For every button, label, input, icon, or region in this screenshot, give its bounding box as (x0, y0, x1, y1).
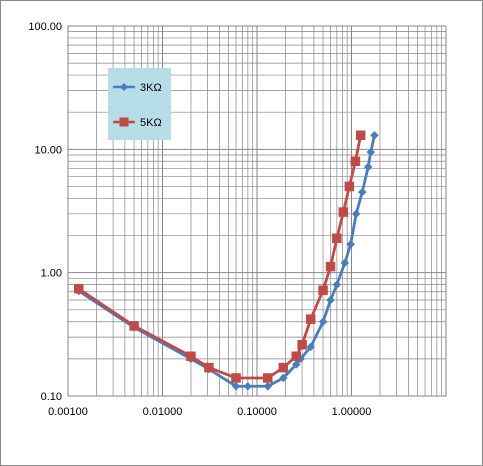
data-point-diamond (326, 295, 335, 305)
legend-item-3k: 3KΩ (113, 82, 162, 94)
data-point-square (291, 351, 301, 362)
data-point-square (278, 362, 289, 373)
y-tick-label: 1.00 (41, 268, 62, 280)
data-point-diamond (306, 342, 316, 352)
data-point-diamond (370, 130, 379, 140)
data-point-diamond (366, 147, 376, 157)
data-point-square (318, 285, 328, 296)
data-point-square (297, 340, 307, 350)
tick-labels: 0.10 1.00 10.00 100.00 0.00100 0.01000 0.10000… (28, 21, 371, 418)
legend-background (108, 68, 171, 140)
data-point-diamond (291, 360, 301, 369)
data-point-square (263, 373, 273, 383)
series-line (78, 134, 376, 388)
data-point-square (332, 233, 342, 244)
data-point-square (344, 181, 355, 192)
data-point-diamond (340, 258, 350, 268)
data-point-diamond (351, 209, 361, 219)
data-point-square (338, 207, 349, 217)
plot-area (67, 25, 447, 397)
series-1 (74, 130, 366, 383)
data-point-square (355, 130, 366, 141)
data-point-square (350, 156, 361, 167)
legend-item-5k: 5KΩ (113, 117, 162, 129)
legend-diamond-marker (120, 83, 128, 91)
data-point-diamond (332, 280, 342, 289)
data-point-square (129, 321, 139, 331)
y-tick-label: 10.00 (34, 144, 62, 156)
data-point-diamond (346, 239, 356, 249)
legend: 3KΩ 5KΩ (108, 68, 171, 140)
data-point-diamond (263, 381, 273, 391)
x-tick-label: 0.10000 (237, 406, 277, 418)
data-point-diamond (357, 187, 367, 197)
x-tick-label: 1.00000 (332, 406, 372, 418)
y-tick-label: 0.10 (41, 391, 62, 403)
series-layer (74, 130, 379, 391)
legend-square-marker (119, 117, 129, 127)
x-tick-label: 0.00100 (48, 406, 88, 418)
data-point-diamond (278, 373, 288, 383)
data-point-square (204, 362, 214, 373)
legend-label-3k: 3KΩ (140, 82, 162, 94)
data-point-square (325, 261, 336, 272)
data-point-diamond (243, 381, 253, 391)
data-point-diamond (363, 162, 373, 172)
data-point-diamond (318, 317, 328, 327)
data-point-square (231, 373, 241, 383)
data-point-diamond (231, 381, 241, 391)
x-tick-label: 0.01000 (143, 406, 183, 418)
data-point-square (305, 314, 316, 324)
y-tick-label: 100.00 (28, 21, 62, 33)
data-point-square (186, 351, 196, 362)
legend-label-5k: 5KΩ (140, 117, 162, 129)
data-point-square (74, 284, 84, 294)
